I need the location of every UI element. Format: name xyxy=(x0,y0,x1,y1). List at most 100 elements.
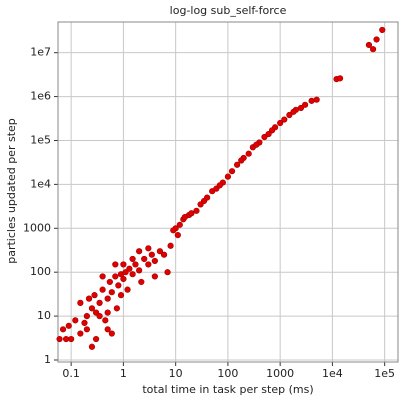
point xyxy=(102,317,109,324)
point xyxy=(77,299,84,306)
point xyxy=(92,335,100,343)
point xyxy=(151,273,158,280)
point xyxy=(167,242,174,249)
point xyxy=(136,248,143,255)
point xyxy=(99,286,106,293)
point xyxy=(83,326,90,333)
x-tick-label: 0.1 xyxy=(62,367,80,380)
point xyxy=(261,133,268,141)
y-tick-label: 100 xyxy=(30,265,51,278)
chart-title: log-log sub_self-force xyxy=(170,4,287,17)
point xyxy=(200,197,208,205)
point xyxy=(176,221,183,228)
point xyxy=(297,104,305,112)
point xyxy=(96,299,103,306)
y-tick-label: 1000 xyxy=(23,221,51,234)
point xyxy=(174,231,181,239)
point xyxy=(281,116,288,123)
plot-border xyxy=(57,21,399,363)
point xyxy=(85,295,93,302)
point xyxy=(126,265,133,272)
point xyxy=(148,251,155,258)
x-tick-label: 1 xyxy=(120,367,127,380)
point xyxy=(145,245,152,252)
point xyxy=(83,312,90,320)
x-tick-label: 1000 xyxy=(266,367,294,380)
point xyxy=(238,157,245,164)
point xyxy=(68,335,75,343)
point xyxy=(99,273,106,280)
point xyxy=(77,330,84,337)
point xyxy=(369,46,377,53)
point xyxy=(216,182,223,189)
point xyxy=(265,130,272,138)
point xyxy=(234,161,241,168)
point xyxy=(151,257,158,265)
point xyxy=(193,207,200,214)
point xyxy=(373,36,380,43)
point xyxy=(122,269,129,276)
point xyxy=(56,335,63,343)
x-tick-label: 100 xyxy=(217,367,238,380)
point xyxy=(253,141,260,148)
y-tick-label: 1 xyxy=(44,353,51,366)
point xyxy=(132,261,139,268)
point xyxy=(115,282,122,289)
x-tick-label: 1e4 xyxy=(322,367,343,380)
point xyxy=(129,271,136,278)
point xyxy=(88,343,96,350)
y-tick-label: 1e6 xyxy=(30,90,51,103)
point xyxy=(188,210,195,217)
point xyxy=(113,305,120,312)
point xyxy=(145,261,152,268)
y-tick-label: 1e7 xyxy=(30,46,51,59)
point xyxy=(112,261,119,268)
y-tick-label: 10 xyxy=(37,309,51,322)
point xyxy=(108,330,115,337)
point xyxy=(160,251,168,258)
point xyxy=(108,289,115,296)
point xyxy=(104,309,111,316)
point xyxy=(59,326,67,333)
point xyxy=(181,213,188,221)
point xyxy=(96,312,103,320)
point xyxy=(138,278,145,286)
point xyxy=(268,127,276,134)
point xyxy=(129,255,136,263)
y-tick-label: 1e4 xyxy=(30,177,51,190)
point xyxy=(245,150,252,157)
point xyxy=(72,317,79,324)
point xyxy=(379,26,386,34)
point xyxy=(301,101,309,108)
point xyxy=(112,273,119,280)
point xyxy=(104,326,111,333)
y-axis-label: particles updated per step xyxy=(5,118,18,264)
point xyxy=(62,335,70,343)
point xyxy=(336,75,344,82)
point xyxy=(228,168,236,175)
point xyxy=(170,227,177,234)
point xyxy=(104,295,111,302)
point xyxy=(120,261,127,268)
point xyxy=(308,97,315,104)
point xyxy=(88,305,96,312)
point xyxy=(117,292,125,299)
point xyxy=(156,248,164,255)
x-tick-label: 10 xyxy=(169,367,183,380)
point xyxy=(81,319,88,326)
point xyxy=(91,292,98,299)
point xyxy=(286,111,293,119)
point xyxy=(141,255,148,263)
point xyxy=(365,41,373,49)
point xyxy=(106,278,113,286)
point xyxy=(313,96,320,103)
x-axis-label: total time in task per step (ms) xyxy=(142,383,313,396)
point xyxy=(164,269,171,276)
point xyxy=(224,173,232,180)
point xyxy=(124,286,131,293)
point xyxy=(136,267,143,274)
x-tick-label: 1e5 xyxy=(374,367,395,380)
point xyxy=(65,322,72,329)
point xyxy=(290,108,297,115)
